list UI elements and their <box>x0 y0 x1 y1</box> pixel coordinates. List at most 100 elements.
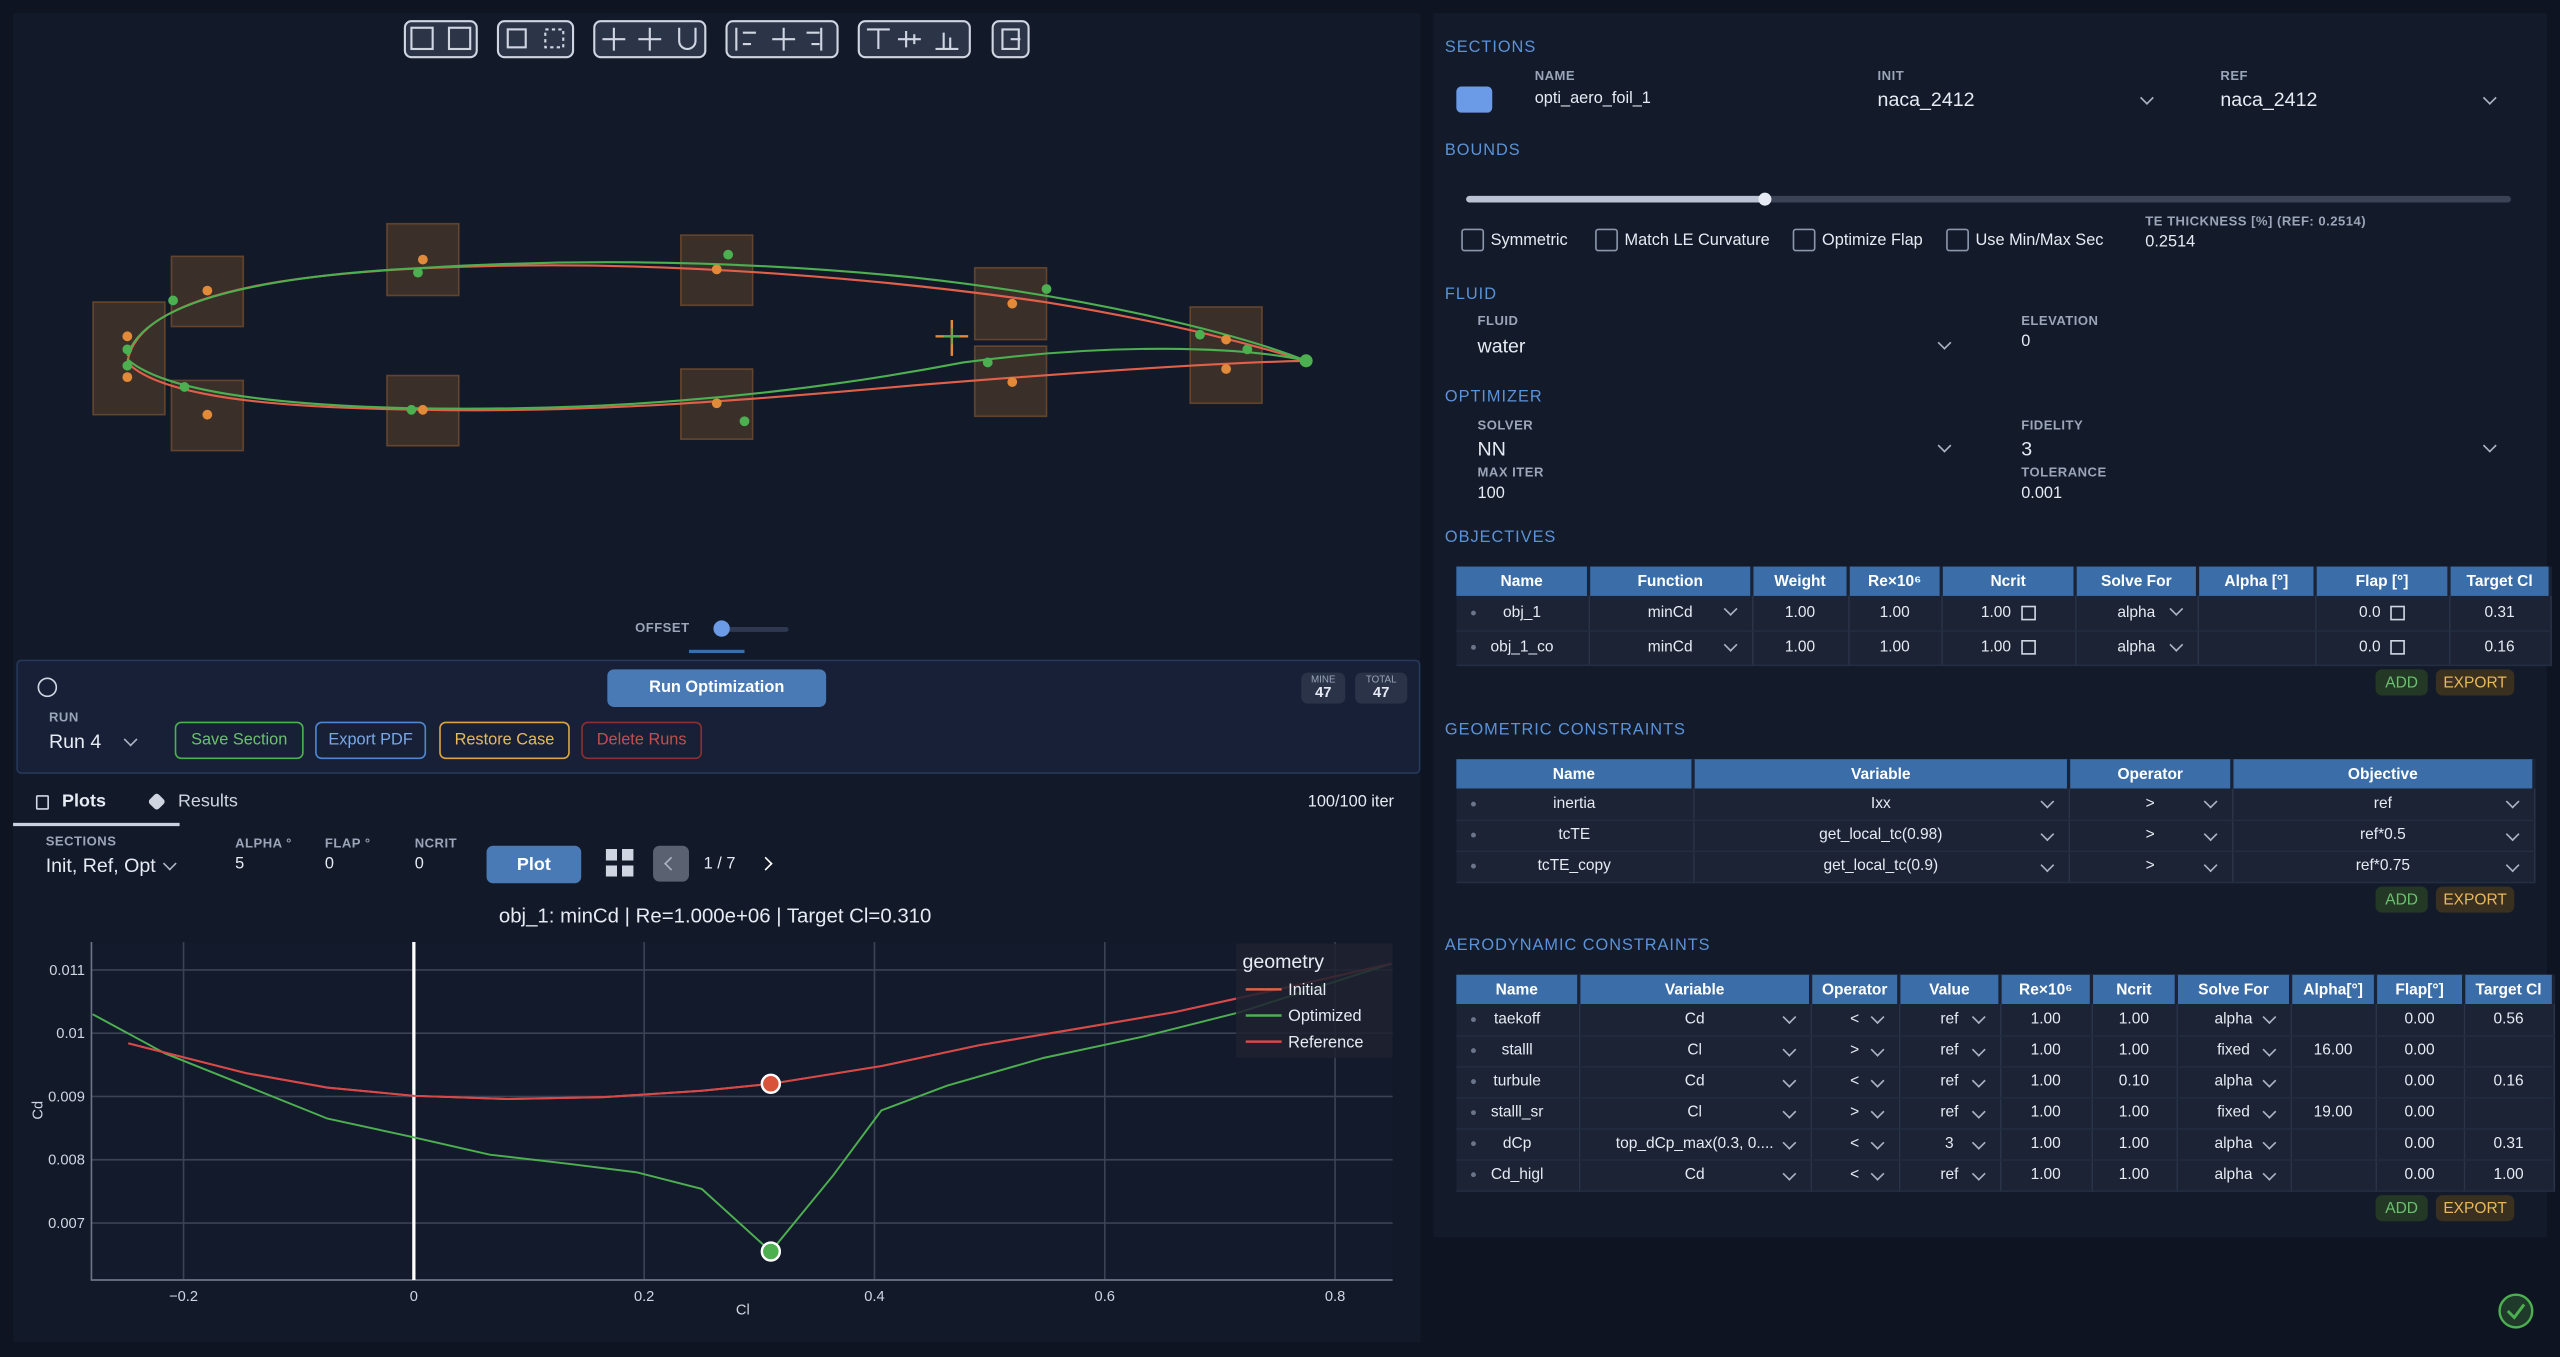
dropdown-chevron[interactable] <box>1781 1166 1796 1180</box>
slider-thumb[interactable] <box>1758 192 1772 206</box>
cell-text: > <box>2145 826 2155 845</box>
pivot-marker <box>943 328 960 345</box>
control-box[interactable] <box>679 234 754 307</box>
dropdown-chevron[interactable] <box>2261 1073 2276 1087</box>
dropdown-chevron[interactable] <box>1869 1073 1884 1087</box>
dropdown-chevron[interactable] <box>2168 637 2183 652</box>
dropdown-chevron[interactable] <box>1971 1135 1985 1149</box>
dropdown-chevron[interactable] <box>1971 1073 1985 1087</box>
cell-text: ref <box>1940 1072 1959 1091</box>
dropdown-chevron[interactable] <box>2202 794 2217 809</box>
dropdown-chevron[interactable] <box>1781 1135 1796 1149</box>
checkbox-label[interactable]: Use Min/Max Sec <box>1975 231 2104 250</box>
dropdown-chevron[interactable] <box>1869 1135 1884 1149</box>
checkbox[interactable] <box>1792 228 1816 252</box>
checkbox[interactable] <box>1946 228 1969 252</box>
cell: 3 <box>1898 1128 2001 1160</box>
dropdown-chevron[interactable] <box>2504 794 2519 809</box>
y-axis-label: Cd <box>30 1101 46 1120</box>
checkbox[interactable] <box>1595 228 1618 252</box>
add-button[interactable]: ADD <box>2375 669 2428 696</box>
dropdown-chevron[interactable] <box>1722 602 1737 616</box>
cell: 1.00 <box>1999 1128 2093 1160</box>
dropdown-chevron[interactable] <box>1722 637 1737 652</box>
cell-text: Cd_higl <box>1490 1165 1544 1184</box>
dropdown-chevron[interactable] <box>2168 602 2183 616</box>
dropdown-chevron[interactable] <box>1971 1104 1985 1118</box>
toolbar-group[interactable] <box>496 20 575 59</box>
dropdown-chevron[interactable] <box>2202 826 2217 841</box>
dropdown-chevron[interactable] <box>2504 826 2519 841</box>
dropdown-chevron[interactable] <box>2039 857 2054 872</box>
dropdown-chevron[interactable] <box>1781 1042 1796 1056</box>
dropdown-chevron[interactable] <box>2039 826 2054 841</box>
dropdown-chevron[interactable] <box>1971 1010 1985 1025</box>
dropdown-chevron[interactable] <box>1869 1104 1884 1118</box>
plot-button[interactable]: Plot <box>486 845 582 884</box>
column-header: Weight <box>1751 566 1850 596</box>
dropdown-chevron[interactable] <box>2504 857 2519 872</box>
highlight-point <box>760 1241 782 1262</box>
add-button[interactable]: ADD <box>2375 886 2428 913</box>
offset-thumb[interactable] <box>713 620 730 637</box>
export-pdf-button[interactable]: Export PDF <box>315 721 427 760</box>
dropdown-chevron[interactable] <box>2039 794 2054 809</box>
cell-text: 1.00 <box>2118 1041 2149 1060</box>
export-button[interactable]: EXPORT <box>2435 886 2515 913</box>
cell-text: 0.56 <box>2493 1010 2524 1029</box>
toolbar-group[interactable] <box>403 20 478 59</box>
checkbox[interactable] <box>2390 605 2406 620</box>
dropdown-chevron[interactable] <box>2261 1166 2276 1180</box>
run-button[interactable]: Run Optimization <box>607 669 827 707</box>
column-header: Name <box>1456 974 1581 1005</box>
dropdown-chevron[interactable] <box>1869 1166 1884 1180</box>
text-label: SOLVER <box>1477 417 1534 433</box>
tab[interactable]: Results <box>177 791 238 812</box>
checkbox-label[interactable]: Match LE Curvature <box>1624 231 1770 250</box>
dropdown-chevron[interactable] <box>1869 1042 1884 1056</box>
cell: < <box>1810 1159 1900 1192</box>
grid-icon[interactable] <box>605 848 634 877</box>
cell: 16.00 <box>2290 1035 2377 1067</box>
dropdown-chevron[interactable] <box>2202 857 2217 872</box>
tab[interactable]: Plots <box>62 791 106 812</box>
dropdown-chevron[interactable] <box>1971 1042 1985 1056</box>
cell: 0.00 <box>2375 1097 2465 1129</box>
checkbox[interactable] <box>2020 639 2036 655</box>
cell-text: fixed <box>2217 1041 2250 1060</box>
checkbox[interactable] <box>2390 639 2406 655</box>
dropdown-chevron[interactable] <box>1781 1104 1796 1118</box>
control-box[interactable] <box>1189 306 1263 405</box>
dropdown-chevron[interactable] <box>1781 1010 1796 1025</box>
status-check <box>2506 1303 2526 1320</box>
help-icon[interactable] <box>37 677 58 698</box>
x-tick-label: 0.2 <box>634 1289 654 1305</box>
toolbar <box>403 20 1030 59</box>
series-line <box>128 962 1392 1100</box>
dropdown-chevron[interactable] <box>1971 1166 1985 1180</box>
dropdown-chevron[interactable] <box>2261 1010 2276 1025</box>
slider-fill <box>1466 195 1765 203</box>
checkbox[interactable] <box>1461 228 1485 252</box>
prev-button[interactable] <box>653 845 689 882</box>
cell-text: Ixx <box>1870 794 1891 813</box>
checkbox[interactable] <box>2020 605 2036 620</box>
export-button[interactable]: EXPORT <box>2435 1195 2515 1222</box>
add-button[interactable]: ADD <box>2375 1195 2428 1222</box>
cell: inertia <box>1456 788 1694 821</box>
column-header: Target Cl <box>2463 974 2556 1005</box>
save-section-button[interactable]: Save Section <box>174 721 304 760</box>
checkbox-label[interactable]: Symmetric <box>1490 231 1568 250</box>
dropdown-chevron[interactable] <box>2261 1135 2276 1149</box>
dropdown-chevron[interactable] <box>1781 1073 1796 1087</box>
delete-runs-button[interactable]: Delete Runs <box>581 721 703 760</box>
cell-text: < <box>1850 1134 1860 1153</box>
export-button[interactable]: EXPORT <box>2435 669 2515 696</box>
highlight-point <box>760 1073 782 1095</box>
checkbox-label[interactable]: Optimize Flap <box>1822 231 1923 250</box>
section-color[interactable] <box>1456 86 1493 113</box>
dropdown-chevron[interactable] <box>2261 1104 2276 1118</box>
dropdown-chevron[interactable] <box>1869 1010 1884 1025</box>
dropdown-chevron[interactable] <box>2261 1042 2276 1056</box>
restore-case-button[interactable]: Restore Case <box>439 721 570 760</box>
